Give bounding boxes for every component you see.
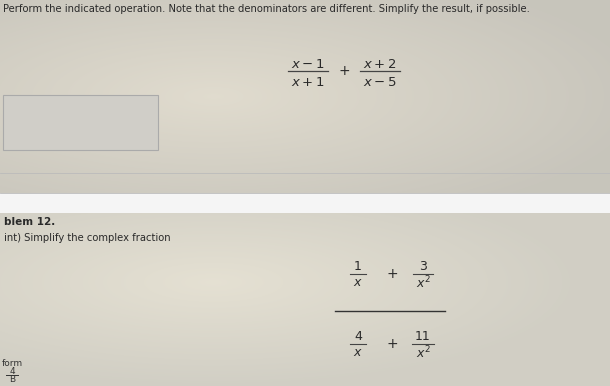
Text: $x+1$: $x+1$ (291, 76, 325, 88)
Text: 4: 4 (354, 330, 362, 344)
Text: $x$: $x$ (353, 347, 363, 359)
Text: +: + (386, 267, 398, 281)
Bar (0, 193, 610, 213)
Text: $x^2$: $x^2$ (415, 275, 431, 291)
Text: $x$: $x$ (353, 276, 363, 290)
Text: 4: 4 (9, 367, 15, 376)
Text: $x^2$: $x^2$ (415, 345, 431, 361)
Text: $x-1$: $x-1$ (291, 58, 325, 71)
Text: +: + (386, 337, 398, 351)
Text: $x+2$: $x+2$ (363, 58, 396, 71)
Text: 3: 3 (419, 261, 427, 274)
Bar (3, 95, 158, 150)
Text: Perform the indicated operation. Note that the denominators are different. Simpl: Perform the indicated operation. Note th… (3, 4, 530, 14)
Text: +: + (338, 64, 350, 78)
Text: blem 12.: blem 12. (4, 217, 56, 227)
Text: $x-5$: $x-5$ (363, 76, 397, 88)
Text: form: form (2, 359, 23, 369)
Text: 11: 11 (415, 330, 431, 344)
Text: int) Simplify the complex fraction: int) Simplify the complex fraction (4, 233, 171, 243)
Text: 1: 1 (354, 261, 362, 274)
Text: B: B (9, 374, 15, 384)
